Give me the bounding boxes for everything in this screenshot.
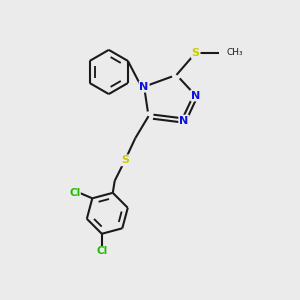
Text: Cl: Cl bbox=[96, 246, 107, 256]
Text: S: S bbox=[192, 48, 200, 58]
Text: Cl: Cl bbox=[69, 188, 80, 198]
Text: N: N bbox=[179, 116, 188, 126]
Text: N: N bbox=[140, 82, 149, 92]
Text: N: N bbox=[191, 91, 200, 100]
Text: CH₃: CH₃ bbox=[226, 48, 243, 57]
Text: S: S bbox=[121, 155, 129, 165]
